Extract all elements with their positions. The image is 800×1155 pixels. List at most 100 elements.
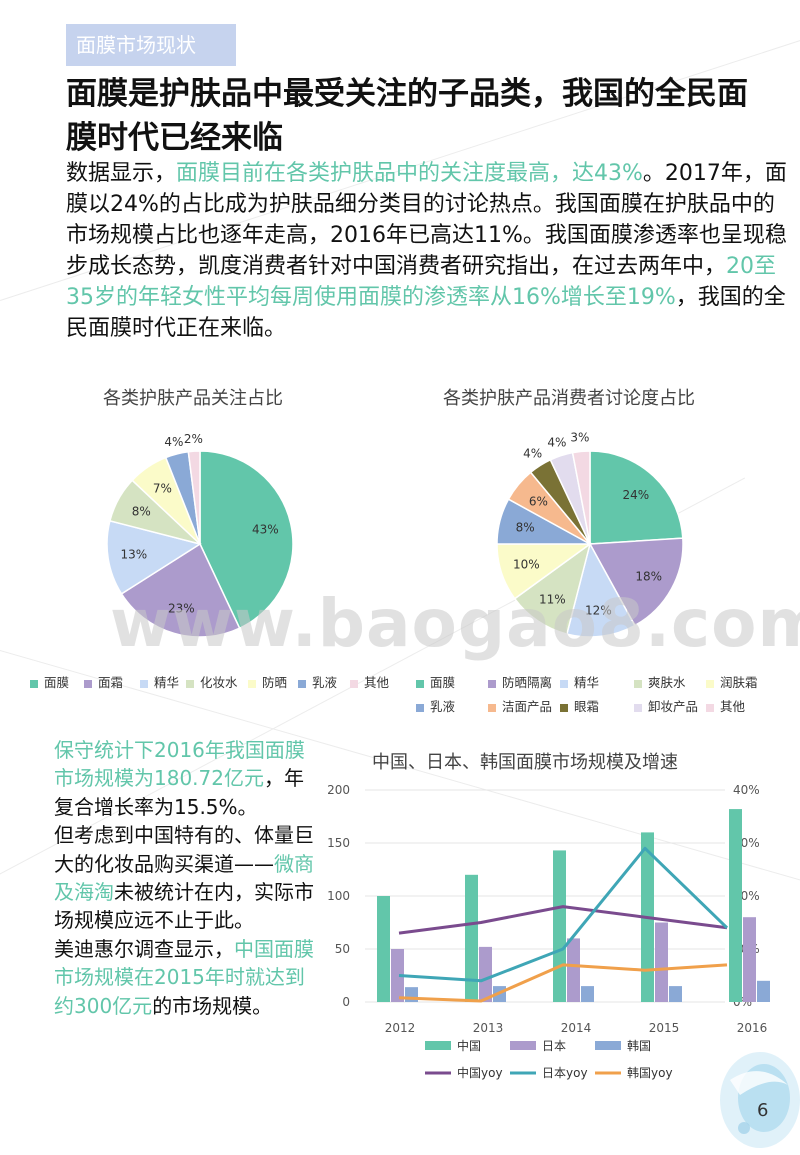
pie-label: 4% [547,435,566,449]
x-tick-label: 2015 [649,1021,680,1035]
legend-swatch [84,679,92,688]
legend-swatch [488,679,496,688]
legend-label: 爽肤水 [648,675,686,690]
pie-chart-discussion: 24% 18% 12% 11% 10% 8% 6% 4% 4% 3% [496,431,684,638]
page-title: 面膜是护肤品中最受关注的子品类，我国的全民面膜时代已经来临 [66,76,748,156]
pie-label: 13% [121,547,148,561]
legend-item: 精华 [140,672,179,691]
legend-item: 面霜 [84,672,123,691]
pie-label: 6% [529,494,548,508]
pie-label: 4% [523,447,542,461]
legend-label: 韩国yoy [627,1065,673,1080]
legend-item: 防晒 [248,672,287,691]
side-text: 但考虑到中国特有的、体量巨大的化妆品购买渠道—— [54,823,314,876]
x-tick-label: 2013 [473,1021,504,1035]
legend-swatch [595,1041,621,1050]
pie-label: 18% [635,569,662,583]
pie1-title: 各类护肤产品关注占比 [103,388,283,409]
legend-item: 面膜 [416,672,455,691]
pie-label: 11% [539,592,566,606]
legend-swatch [706,703,714,712]
side-highlight: 保守统计下2016年我国面膜市场规模为180.72亿元 [54,738,305,791]
line-日本yoy [398,846,729,983]
legend-label: 日本 [542,1039,566,1053]
bar-中国-2016 [729,809,742,1002]
legend-item: 防晒隔离 [488,672,552,691]
pie1-legend: 面膜 面霜 精华 化妆水 防晒 乳液 其他 [28,672,398,692]
watermark-text: www.baogao8.com [110,585,800,662]
bar-日本-2013 [479,946,492,1002]
pie-label: 23% [168,601,195,615]
pie-slice-其他 [187,450,201,545]
bar-line-chart-market: 0501001502000%10%20%30%40%20122013201420… [327,783,770,1080]
x-tick-label: 2016 [737,1021,768,1035]
legend-label: 精华 [574,675,600,690]
legend-item: 乳液 [298,672,337,691]
legend-swatch [416,679,424,688]
pie-label: 10% [513,558,540,572]
side-highlight: 微商及海淘 [54,851,314,905]
legend-label: 面霜 [98,675,124,690]
legend-label: 乳液 [312,675,338,690]
legend-swatch [634,679,642,688]
legend-swatch [350,679,358,688]
legend-label: 卸妆产品 [648,699,699,714]
legend-label: 化妆水 [200,675,238,690]
x-tick-label: 2014 [561,1021,592,1035]
pie-label: 43% [252,522,279,536]
y-tick-label: 200 [327,783,350,797]
x-tick-label: 2012 [385,1021,416,1035]
pie-slice-精华 [565,541,636,638]
side-highlight: 中国面膜市场规模在2015年时就达到约300亿元 [54,936,314,1018]
y-tick-label: 150 [327,836,350,850]
legend-swatch [560,703,568,712]
body-text: 。2017年，面膜以24%的占比成为护肤品细分类目的讨论热点。我国面膜在护肤品中… [66,161,787,279]
body-highlight: 20至35岁的年轻女性平均每周使用面膜的渗透率从16%增长至19% [66,254,777,310]
legend-item: 其他 [350,672,389,691]
pie-slice-精华 [106,519,202,595]
pie-slice-面膜 [199,450,294,630]
legend-swatch [248,679,256,688]
legend-swatch [30,679,38,688]
legend-label: 其他 [720,699,746,714]
legend-label: 面膜 [44,675,70,690]
bar-中国-2012 [377,896,390,1002]
bar-日本-2016 [743,917,756,1002]
legend-item: 面膜 [30,672,69,691]
y-tick-label: 50 [335,942,350,956]
bar-日本-2012 [391,949,404,1002]
legend-item: 卸妆产品 [634,696,698,715]
side-text: ，年复合增长率为15.5%。 [54,766,304,819]
pie-label: 4% [164,435,183,449]
legend-swatch [140,679,148,688]
legend-swatch [488,703,496,712]
pie-label: 2% [184,432,203,446]
water-splash-decoration [720,1052,800,1148]
legend-swatch [298,679,306,688]
pie-label: 7% [153,482,172,496]
bar-韩国-2014 [581,986,594,1002]
legend-item: 其他 [706,696,745,715]
side-text: 的市场规模。 [152,993,273,1018]
pie-slice-面膜 [589,450,684,545]
body-text: ，我国的全民面膜时代正在来临。 [66,285,786,341]
pie2-title: 各类护肤产品消费者讨论度占比 [443,388,695,409]
body-text: 数据显示， [66,161,177,186]
legend-label: 其他 [364,675,390,690]
legend-label: 日本yoy [542,1066,588,1080]
bar-日本-2014 [567,938,580,1002]
bar-韩国-2016 [757,980,770,1002]
pie2-legend: 面膜 防晒隔离 精华 爽肤水 润肤霜 乳液 洁面产品 眼霜 卸妆产品 其他 [414,672,794,716]
legend-label: 韩国 [627,1038,651,1053]
pie-slice-面霜 [120,542,241,638]
legend-label: 润肤霜 [720,675,758,690]
pie-label: 12% [585,603,612,617]
section-tag: 面膜市场现状 [66,24,236,66]
legend-label: 洁面产品 [502,699,553,714]
legend-label: 防晒 [262,675,288,690]
line-韩国yoy [398,963,728,1003]
legend-label: 中国yoy [457,1065,503,1080]
legend-item: 润肤霜 [706,672,758,691]
legend-swatch [186,679,194,688]
body-highlight: 面膜目前在各类护肤品中的关注度最高，达43% [176,161,643,186]
